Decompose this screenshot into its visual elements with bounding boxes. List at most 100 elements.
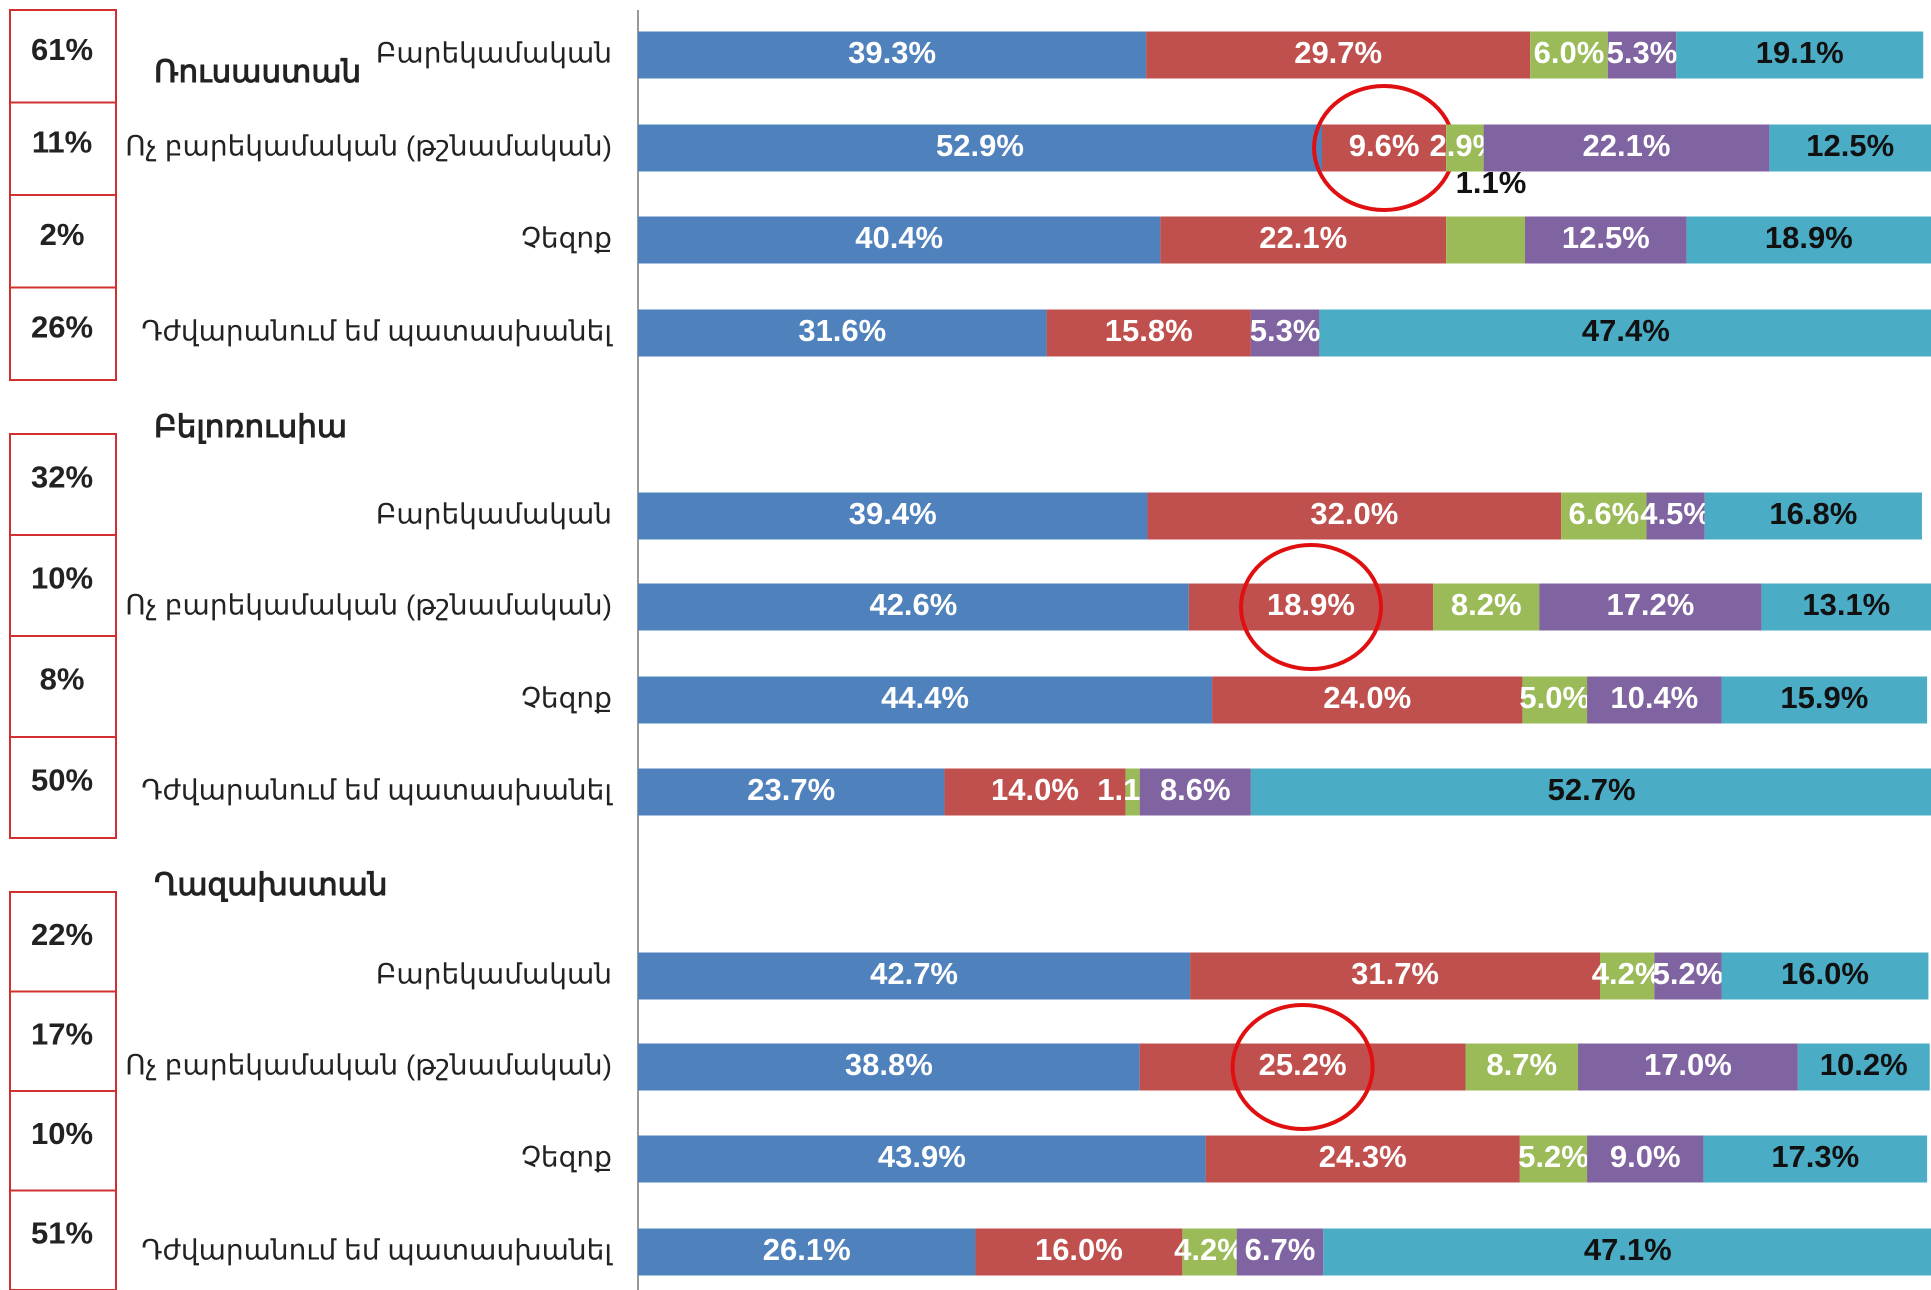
value-label: 15.9%: [1780, 680, 1868, 715]
bar-segment: [1676, 31, 1924, 79]
highlight-circle: [1230, 1003, 1375, 1131]
value-label: 8.7%: [1486, 1047, 1557, 1082]
value-label: 16.0%: [1035, 1232, 1123, 1267]
value-label: 18.9%: [1267, 587, 1355, 622]
annotation: 1.1%: [1456, 165, 1527, 200]
bar-segment: [1646, 492, 1705, 540]
bar-segment: [1703, 1135, 1928, 1183]
bar-segment: [1483, 124, 1770, 172]
bar-segment: [1587, 676, 1722, 724]
bar-segment: [638, 768, 945, 816]
group-title: Ղազախստան: [154, 867, 387, 902]
category-label: Ոչ բարեկամական (թշնամական): [125, 589, 612, 620]
bar-segment: [1046, 309, 1251, 357]
bar-segment: [1212, 676, 1523, 724]
value-label: 22.1%: [1259, 220, 1347, 255]
value-label: 10.4%: [1610, 680, 1698, 715]
share-label: 10%: [31, 1116, 93, 1151]
bar-segment: [1125, 768, 1140, 816]
value-label: 12.5%: [1562, 220, 1650, 255]
share-label: 8%: [40, 662, 85, 697]
bar-segment: [1147, 492, 1562, 540]
category-label: Չեզոք: [521, 1141, 612, 1172]
bar-segment: [638, 676, 1213, 724]
bar-segment: [1433, 583, 1540, 631]
share-label: 61%: [31, 32, 93, 67]
bar-segment: [1721, 676, 1928, 724]
bar-segment: [1188, 583, 1434, 631]
value-label: 5.0%: [1519, 680, 1590, 715]
value-label: 31.6%: [798, 313, 886, 348]
group-title: Ռուսաստան: [154, 54, 361, 89]
share-label: 22%: [31, 917, 93, 952]
bar-segment: [1769, 124, 1931, 172]
value-label: 39.3%: [848, 35, 936, 70]
bar-segment: [1797, 1043, 1930, 1091]
category-label: Բարեկամական: [376, 498, 612, 529]
bar-segment: [638, 1043, 1140, 1091]
bar-segment: [638, 492, 1148, 540]
category-label: Բարեկամական: [376, 958, 612, 989]
bar-segment: [1530, 31, 1608, 79]
bar-segment: [1146, 31, 1531, 79]
bar-segment: [1160, 216, 1447, 264]
value-label: 14.0%: [991, 772, 1079, 807]
bar-segment: [1599, 952, 1655, 1000]
bar-segment: [1522, 676, 1588, 724]
bar-segment: [1182, 1228, 1237, 1276]
share-label: 17%: [31, 1016, 93, 1051]
bar-segment: [638, 124, 1322, 172]
value-label: 24.0%: [1323, 680, 1411, 715]
share-box: [9, 736, 117, 839]
value-label: 47.1%: [1584, 1232, 1672, 1267]
bar-segment: [638, 31, 1147, 79]
category-label: Ոչ բարեկամական (թշնամական): [125, 1049, 612, 1080]
value-label: 52.9%: [936, 128, 1024, 163]
value-label: 16.0%: [1781, 956, 1869, 991]
value-label: 13.1%: [1802, 587, 1890, 622]
value-label: 15.8%: [1105, 313, 1193, 348]
value-label: 8.2%: [1451, 587, 1522, 622]
bar-segment: [1190, 952, 1600, 1000]
value-label: 6.7%: [1245, 1232, 1316, 1267]
bar-segment: [975, 1228, 1183, 1276]
bar-segment: [1686, 216, 1931, 264]
value-label: 42.7%: [870, 956, 958, 991]
value-label: 47.4%: [1582, 313, 1670, 348]
highlight-circle: [1239, 543, 1384, 671]
value-label: 5.3%: [1250, 313, 1321, 348]
category-label: Ոչ բարեկամական (թշնամական): [125, 130, 612, 161]
value-label: 44.4%: [881, 680, 969, 715]
value-label: 4.2%: [1592, 956, 1663, 991]
share-box: [9, 1189, 117, 1290]
bar-segment: [1319, 309, 1931, 357]
value-label: 31.7%: [1351, 956, 1439, 991]
value-label: 6.6%: [1569, 496, 1640, 531]
value-label: 4.2%: [1174, 1232, 1245, 1267]
bar-segment: [1587, 1135, 1704, 1183]
bar-segment: [1236, 1228, 1324, 1276]
bar-segment: [638, 583, 1189, 631]
group-title: Բելոռուսիա: [154, 409, 347, 444]
value-label: 43.9%: [878, 1139, 966, 1174]
bar-segment: [1323, 1228, 1931, 1276]
value-label: 19.1%: [1756, 35, 1844, 70]
category-label: Չեզոք: [521, 222, 612, 253]
bar-segment: [1524, 216, 1687, 264]
value-label: 18.9%: [1765, 220, 1853, 255]
bar-segment: [638, 309, 1047, 357]
value-label: 5.3%: [1607, 35, 1678, 70]
value-label: 4.5%: [1640, 496, 1711, 531]
value-label: 5.2%: [1518, 1139, 1589, 1174]
value-label: 17.2%: [1606, 587, 1694, 622]
value-label: 17.0%: [1644, 1047, 1732, 1082]
value-label: 6.0%: [1534, 35, 1605, 70]
bar-segment: [638, 1135, 1206, 1183]
bar-segment: [1704, 492, 1922, 540]
bar-segment: [1561, 492, 1647, 540]
share-label: 11%: [32, 124, 92, 159]
value-label: 42.6%: [869, 587, 957, 622]
share-box: [9, 286, 117, 381]
